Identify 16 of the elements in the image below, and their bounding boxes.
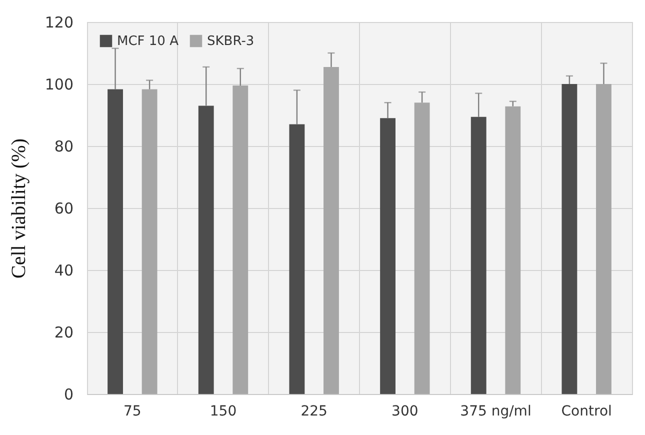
x-tick-label: Control [561,404,612,420]
x-tick-label: 150 [210,404,237,420]
y-tick-label: 120 [44,14,74,32]
y-tick-label: 100 [44,76,74,94]
x-tick-label: 300 [392,404,418,420]
legend-label: SKBR-3 [207,34,254,49]
legend-label: MCF 10 A [117,34,179,49]
y-axis-title: Cell viability (%) [8,138,30,278]
x-tick-label: 375 ng/ml [460,404,532,420]
y-tick-label: 80 [54,138,74,156]
y-tick-label: 0 [64,386,74,404]
y-tick-label: 40 [54,262,74,280]
y-tick-label: 60 [54,200,74,218]
y-tick-label: 20 [54,324,74,342]
x-tick-label: 225 [300,404,328,420]
x-tick-label: 75 [124,404,142,420]
